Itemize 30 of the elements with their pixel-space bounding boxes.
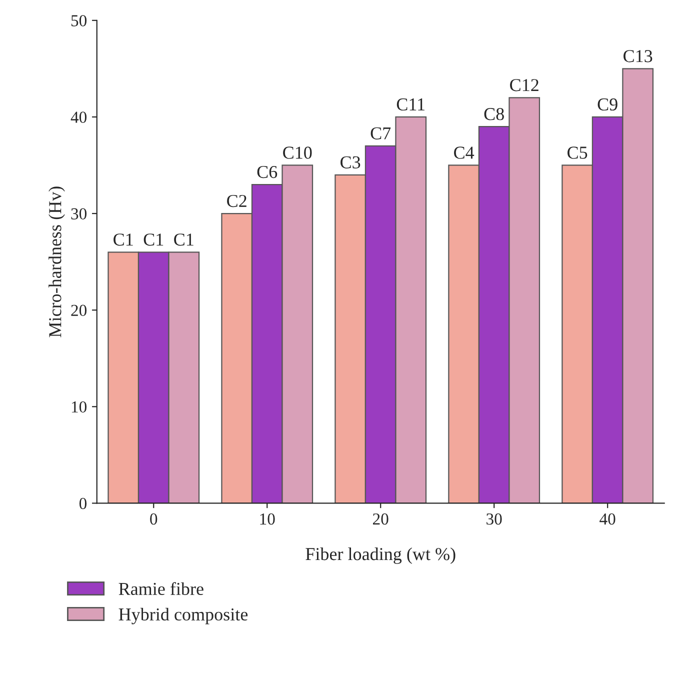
x-tick-label: 10 [260, 513, 275, 525]
data-label: C2 [227, 194, 246, 208]
data-label: C8 [484, 108, 504, 120]
y-tick-label: 40 [70, 112, 87, 123]
y-tick-label: 50 [71, 15, 87, 26]
data-label: C5 [568, 146, 588, 159]
x-tick-label: 30 [486, 513, 502, 525]
y-tick-label: 10 [72, 401, 87, 413]
data-label: C7 [370, 127, 391, 140]
x-tick-label: 20 [373, 513, 388, 525]
data-label: C1 [144, 234, 164, 246]
y-tick-label: 0 [79, 498, 87, 510]
data-label: C11 [396, 98, 424, 111]
y-tick-label: 20 [71, 304, 87, 316]
data-label: C6 [257, 166, 278, 178]
x-tick-label: 0 [150, 513, 158, 525]
legend-label: Ramie fibre [118, 582, 204, 596]
data-label: C1 [114, 234, 133, 246]
legend-label: Hybrid composite [118, 608, 248, 624]
data-label: C1 [174, 234, 194, 246]
y-tick-label: 30 [71, 208, 87, 220]
y-axis-title: Micro-hardness (Hv) [48, 186, 65, 338]
x-tick-label: 40 [600, 513, 616, 525]
data-label: C12 [510, 79, 538, 92]
data-label: C13 [624, 50, 652, 62]
data-label: C10 [283, 146, 312, 159]
data-label: C9 [598, 98, 618, 111]
x-axis-title: Fiber loading (wt %) [306, 547, 456, 564]
data-label: C4 [454, 146, 474, 159]
data-label: C3 [340, 156, 360, 168]
